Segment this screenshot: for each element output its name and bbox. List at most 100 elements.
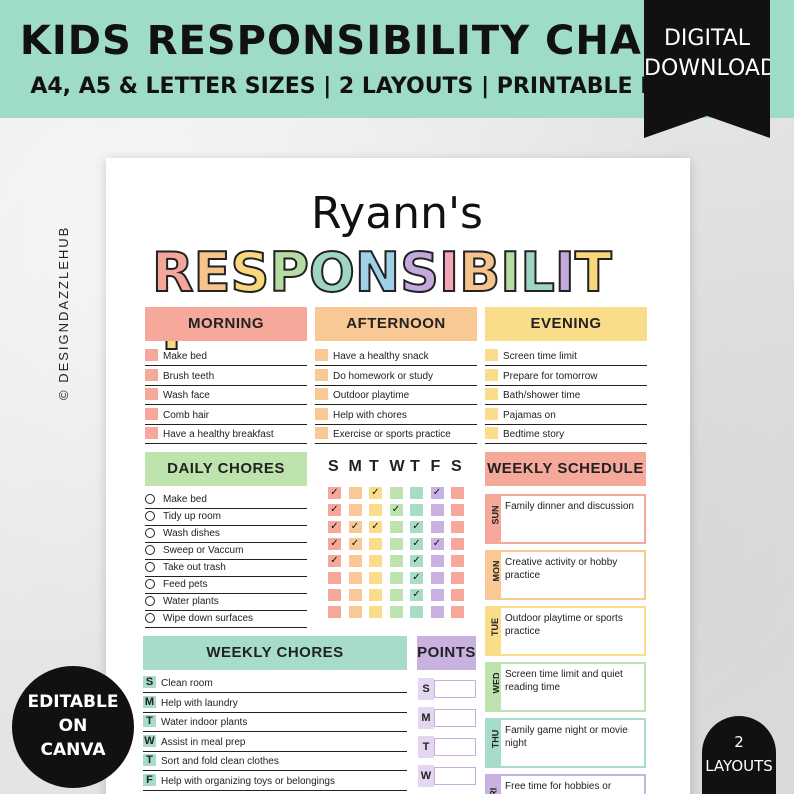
circle-icon[interactable] — [145, 545, 155, 555]
circle-icon[interactable] — [145, 596, 155, 606]
check-cell[interactable] — [410, 487, 423, 499]
checkbox[interactable] — [145, 388, 158, 400]
check-cell[interactable] — [328, 572, 341, 584]
check-cell[interactable] — [410, 606, 423, 618]
checkbox[interactable] — [485, 407, 498, 420]
check-cell[interactable] — [451, 589, 464, 601]
check-cell[interactable]: ✓ — [389, 504, 403, 516]
check-cell[interactable] — [369, 589, 382, 601]
check-cell[interactable]: ✓ — [328, 538, 341, 550]
check-cell[interactable]: ✓ — [410, 538, 423, 550]
check-cell[interactable] — [451, 504, 464, 516]
check-cell[interactable] — [430, 555, 444, 567]
check-cell[interactable] — [430, 504, 444, 516]
checkbox[interactable] — [485, 427, 498, 439]
points-box[interactable] — [434, 680, 476, 698]
check-cell[interactable] — [451, 538, 464, 550]
check-cell[interactable] — [369, 538, 382, 550]
check-cell[interactable] — [430, 589, 444, 601]
schedule-text-box[interactable]: Screen time limit and quiet reading time — [499, 662, 646, 712]
check-cell[interactable]: ✓ — [328, 487, 341, 499]
schedule-text-box[interactable]: Creative activity or hobby practice — [499, 550, 646, 600]
check-cell[interactable] — [430, 606, 444, 618]
check-cell[interactable]: ✓ — [430, 538, 444, 550]
check-cell[interactable] — [389, 589, 403, 601]
checkbox[interactable] — [315, 427, 328, 439]
checkbox[interactable] — [485, 388, 498, 400]
check-cell[interactable] — [348, 487, 362, 499]
check-cell[interactable]: ✓ — [410, 521, 423, 533]
check-cell[interactable] — [348, 589, 362, 601]
points-box[interactable] — [434, 767, 476, 785]
checkbox[interactable] — [485, 349, 498, 361]
check-cell[interactable] — [348, 555, 362, 567]
weekly-schedule-day: MON Creative activity or hobby practice — [485, 550, 646, 600]
weekly-chores-header: WEEKLY CHORES — [143, 636, 407, 670]
check-cell[interactable]: ✓ — [328, 521, 341, 533]
circle-icon[interactable] — [145, 562, 155, 572]
check-cell[interactable]: ✓ — [369, 487, 382, 499]
check-cell[interactable] — [369, 572, 382, 584]
schedule-text-box[interactable]: Outdoor playtime or sports practice — [499, 606, 646, 656]
checkbox[interactable] — [315, 407, 328, 420]
check-cell[interactable] — [451, 521, 464, 533]
check-cell[interactable] — [389, 555, 403, 567]
check-cell[interactable] — [389, 521, 403, 533]
weekly-chore-item: W Assist in meal prep — [143, 734, 407, 752]
check-cell[interactable] — [389, 538, 403, 550]
check-cell[interactable] — [348, 572, 362, 584]
checkbox[interactable] — [315, 349, 328, 361]
check-cell[interactable] — [410, 504, 423, 516]
evening-section: EVENING — [485, 307, 647, 341]
checkbox[interactable] — [145, 368, 158, 381]
schedule-text-box[interactable]: Family game night or movie night — [499, 718, 646, 768]
check-cell[interactable] — [451, 487, 464, 499]
check-cell[interactable] — [369, 504, 382, 516]
weekly-schedule-header: WEEKLY SCHEDULE — [485, 452, 646, 486]
check-cell[interactable] — [348, 606, 362, 618]
points-box[interactable] — [434, 738, 476, 756]
checkbox[interactable] — [315, 388, 328, 400]
weekly-schedule-day: TUE Outdoor playtime or sports practice — [485, 606, 646, 656]
check-cell[interactable] — [430, 572, 444, 584]
heading-letter: T — [574, 241, 613, 304]
check-cell[interactable]: ✓ — [410, 555, 423, 567]
checkbox[interactable] — [485, 368, 498, 381]
check-cell[interactable] — [369, 606, 382, 618]
daily-chore-label: Make bed — [163, 494, 207, 505]
check-cell[interactable]: ✓ — [348, 538, 362, 550]
schedule-text-box[interactable]: Family dinner and discussion — [499, 494, 646, 544]
check-cell[interactable] — [328, 606, 341, 618]
check-cell[interactable] — [451, 572, 464, 584]
check-cell[interactable] — [389, 572, 403, 584]
checkbox[interactable] — [145, 349, 158, 361]
check-cell[interactable] — [389, 606, 403, 618]
check-icon: ✓ — [412, 538, 421, 549]
check-cell[interactable] — [348, 504, 362, 516]
checkbox[interactable] — [145, 407, 158, 420]
checkbox[interactable] — [315, 368, 328, 381]
check-cell[interactable] — [369, 555, 382, 567]
circle-icon[interactable] — [145, 528, 155, 538]
check-cell[interactable]: ✓ — [430, 487, 444, 499]
check-cell[interactable]: ✓ — [369, 521, 382, 533]
points-box[interactable] — [434, 709, 476, 727]
circle-icon[interactable] — [145, 511, 155, 521]
circle-icon[interactable] — [145, 613, 155, 623]
check-cell[interactable] — [430, 521, 444, 533]
weekly-chore-label: Help with organizing toys or belongings — [161, 775, 335, 787]
circle-icon[interactable] — [145, 579, 155, 589]
check-cell[interactable] — [451, 555, 464, 567]
check-cell[interactable]: ✓ — [328, 504, 341, 516]
check-cell[interactable]: ✓ — [410, 589, 423, 601]
check-cell[interactable]: ✓ — [410, 572, 423, 584]
circle-icon[interactable] — [145, 494, 155, 504]
check-cell[interactable] — [451, 606, 464, 618]
check-cell[interactable] — [389, 487, 403, 499]
checkbox[interactable] — [145, 427, 158, 439]
check-cell[interactable] — [328, 589, 341, 601]
check-cell[interactable]: ✓ — [328, 555, 341, 567]
check-cell[interactable]: ✓ — [348, 521, 362, 533]
day-letter: F — [430, 458, 441, 475]
schedule-text-box[interactable]: Free time for hobbies or — [499, 774, 646, 794]
